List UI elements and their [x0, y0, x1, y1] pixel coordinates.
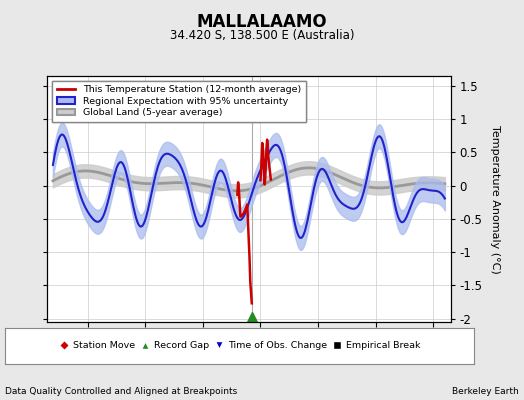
Text: Berkeley Earth: Berkeley Earth	[452, 387, 519, 396]
Y-axis label: Temperature Anomaly (°C): Temperature Anomaly (°C)	[489, 125, 499, 273]
Text: Data Quality Controlled and Aligned at Breakpoints: Data Quality Controlled and Aligned at B…	[5, 387, 237, 396]
Legend: Station Move, Record Gap, Time of Obs. Change, Empirical Break: Station Move, Record Gap, Time of Obs. C…	[58, 340, 422, 352]
Text: 34.420 S, 138.500 E (Australia): 34.420 S, 138.500 E (Australia)	[170, 29, 354, 42]
Legend: This Temperature Station (12-month average), Regional Expectation with 95% uncer: This Temperature Station (12-month avera…	[52, 81, 306, 122]
Text: MALLALAAMO: MALLALAAMO	[196, 13, 328, 31]
